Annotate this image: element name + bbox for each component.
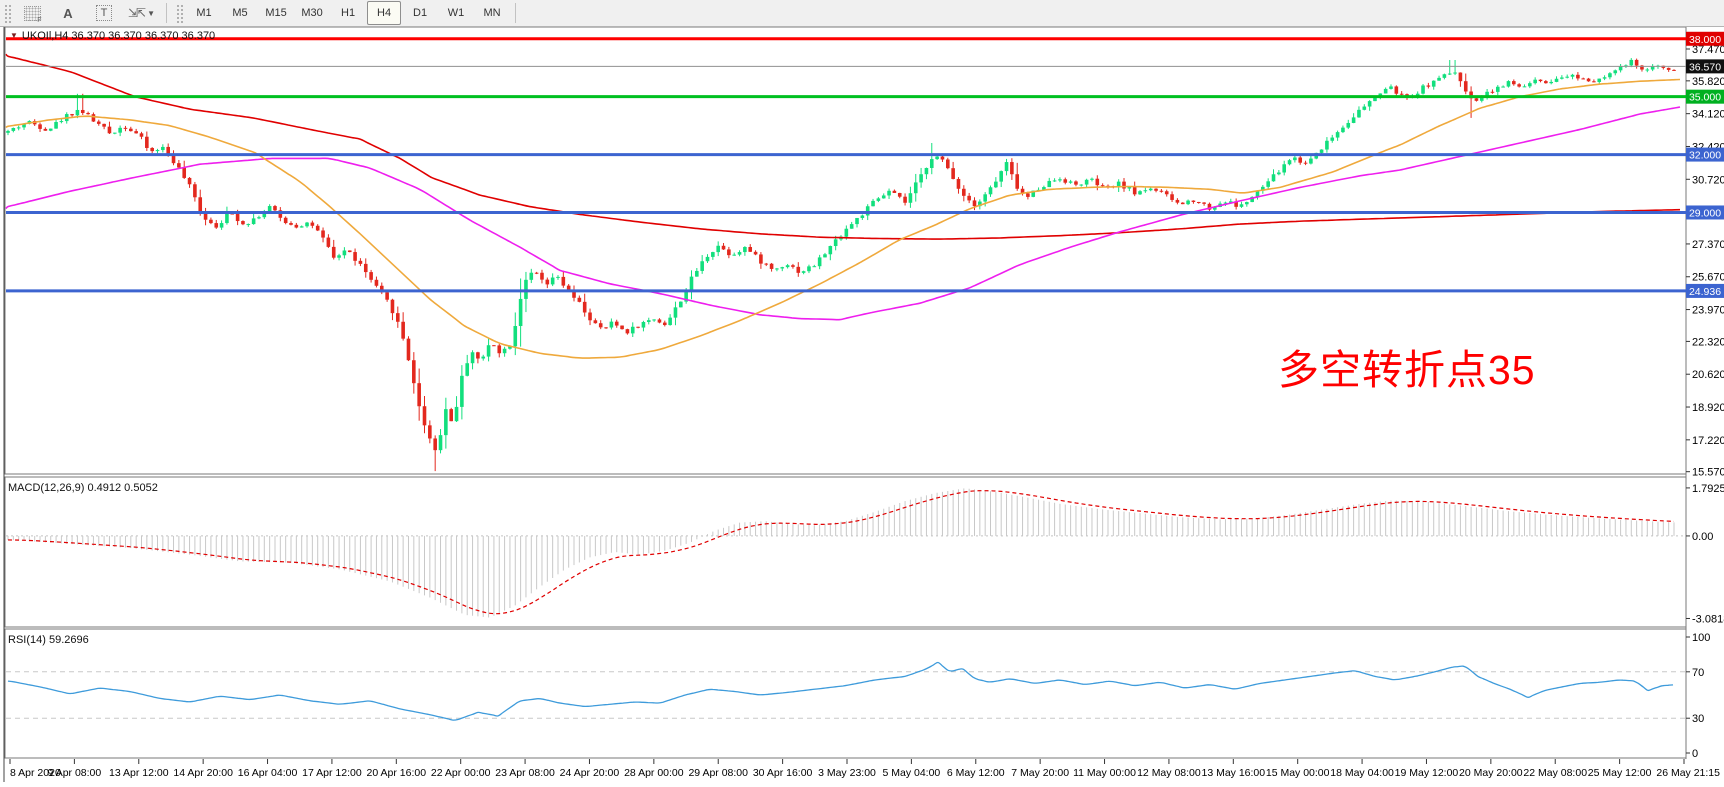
time-axis-label: 13 Apr 12:00 [109, 767, 169, 779]
svg-text:36.570: 36.570 [1689, 61, 1721, 73]
time-axis-label: 18 May 04:00 [1330, 767, 1394, 779]
ma-slow-red [5, 53, 1681, 240]
timeframe-button-group: M1 M5 M15 M30 H1 H4 D1 W1 MN [186, 1, 510, 25]
chevron-down-icon: ▼ [147, 8, 156, 18]
toolbar-separator [515, 3, 517, 23]
time-axis-label: 12 May 08:00 [1137, 767, 1201, 779]
rsi-line [7, 661, 1674, 721]
price-badge [1686, 89, 1724, 104]
arrow-tools-button[interactable]: ⇲⇱ ▼ [123, 1, 160, 25]
time-axis-label: 24 Apr 20:00 [560, 767, 620, 779]
text-label-icon: A [63, 5, 73, 21]
price-tick-label: 27.370 [1692, 239, 1724, 251]
macd-tick-label: 0.00 [1692, 531, 1713, 543]
toolbar-grip[interactable] [175, 3, 184, 23]
toolbar-separator [166, 3, 168, 23]
time-axis-label: 15 May 00:00 [1266, 767, 1330, 779]
macd-signal-line [7, 490, 1675, 615]
timeframe-button-h4[interactable]: H4 [367, 1, 402, 25]
macd-tick-label: 1.7925 [1692, 483, 1724, 495]
timeframe-button-m15[interactable]: M15 [265, 7, 287, 19]
fibonacci-grid-icon[interactable]: F [15, 1, 49, 25]
chart-window[interactable]: 37.470 35.820 34.120 32.420 30.720 27.370 25.6… [0, 26, 1724, 782]
rsi-tick-label: 70 [1692, 667, 1704, 679]
time-axis-label: 20 Apr 16:00 [367, 767, 427, 779]
time-axis-label: 7 May 20:00 [1011, 767, 1069, 779]
ma-fast-orange [5, 78, 1681, 359]
text-label-button[interactable]: A [51, 1, 85, 25]
timeframe-button-m5[interactable]: M5 [232, 7, 248, 19]
price-badge [1686, 59, 1724, 74]
price-badge [1686, 205, 1724, 220]
time-axis-label: 3 May 23:00 [818, 767, 876, 779]
rsi-tick-label: 0 [1692, 748, 1698, 760]
panel-frame [4, 628, 1687, 759]
price-badge [1686, 283, 1724, 298]
time-axis-label: 30 Apr 16:00 [753, 767, 813, 779]
svg-text:29.000: 29.000 [1689, 207, 1721, 219]
time-axis-label: 11 May 00:00 [1073, 767, 1136, 779]
timeframe-button-mn[interactable]: MN [483, 7, 501, 19]
price-tick-label: 35.820 [1692, 76, 1724, 88]
rsi-tick-label: 30 [1692, 713, 1704, 725]
timeframe-button-h1[interactable]: H1 [341, 7, 356, 19]
price-tick-label: 30.720 [1692, 174, 1724, 186]
price-tick-label: 20.620 [1692, 369, 1724, 381]
price-tick-label: 17.220 [1692, 435, 1724, 447]
time-axis-label: 22 May 08:00 [1523, 767, 1587, 779]
time-axis-label: 13 May 16:00 [1201, 767, 1265, 779]
time-axis-label: 22 Apr 00:00 [431, 767, 491, 779]
top-toolbar: F A T ⇲⇱ ▼ M1 M5 M15 M30 H1 H4 D1 W1 MN [0, 0, 1724, 27]
time-axis-label: 26 May 21:15 [1656, 767, 1720, 779]
time-axis-label: 17 Apr 12:00 [302, 767, 362, 779]
timeframe-button-m30[interactable]: M30 [301, 7, 323, 19]
grid-icon: F [23, 5, 42, 24]
chart-canvas[interactable]: 37.47035.82034.12032.42030.72027.37025.6… [0, 26, 1724, 782]
time-axis-label: 14 Apr 20:00 [173, 767, 233, 779]
candlestick-series [6, 58, 1676, 472]
price-badge [1686, 31, 1724, 46]
ma-medium-magenta [5, 106, 1681, 321]
timeframe-button-m1[interactable]: M1 [196, 7, 212, 19]
svg-text:32.000: 32.000 [1689, 150, 1721, 162]
price-tick-label: 18.920 [1692, 402, 1724, 414]
text-tool-icon: T [95, 5, 113, 21]
time-axis-label: 9 Apr 08:00 [48, 767, 102, 779]
time-axis-label: 29 Apr 08:00 [688, 767, 748, 779]
macd-histogram [7, 488, 1675, 618]
time-axis-label: 20 May 20:00 [1459, 767, 1523, 779]
time-axis-label: 28 Apr 00:00 [624, 767, 684, 779]
time-axis-label: 25 May 12:00 [1588, 767, 1652, 779]
toolbar-grip[interactable] [3, 3, 11, 23]
time-axis-label: 16 Apr 04:00 [238, 767, 298, 779]
timeframe-button-w1[interactable]: W1 [447, 7, 465, 19]
svg-text:38.000: 38.000 [1689, 34, 1721, 46]
price-tick-label: 37.470 [1692, 44, 1724, 56]
panel-frame [4, 26, 1687, 475]
time-axis-label: 19 May 12:00 [1395, 767, 1459, 779]
price-tick-label: 34.120 [1692, 109, 1724, 121]
macd-tick-label: -3.0818 [1692, 613, 1724, 625]
price-badge [1686, 147, 1724, 162]
time-axis-label: 5 May 04:00 [882, 767, 940, 779]
price-tick-label: 15.570 [1692, 467, 1724, 479]
time-axis-label: 23 Apr 08:00 [495, 767, 555, 779]
price-tick-label: 22.320 [1692, 336, 1724, 348]
time-axis-label: 6 May 12:00 [947, 767, 1005, 779]
text-tool-button[interactable]: T [87, 1, 121, 25]
price-tick-label: 23.970 [1692, 305, 1724, 317]
timeframe-button-d1[interactable]: D1 [413, 7, 428, 19]
panel-frame [4, 476, 1687, 628]
arrow-tools-icon: ⇲⇱ [128, 6, 146, 20]
time-axis-label: 8 Apr 2020 [10, 767, 61, 779]
svg-text:35.000: 35.000 [1689, 92, 1721, 104]
svg-text:24.936: 24.936 [1689, 286, 1721, 298]
rsi-tick-label: 100 [1692, 632, 1710, 644]
price-tick-label: 25.670 [1692, 272, 1724, 284]
